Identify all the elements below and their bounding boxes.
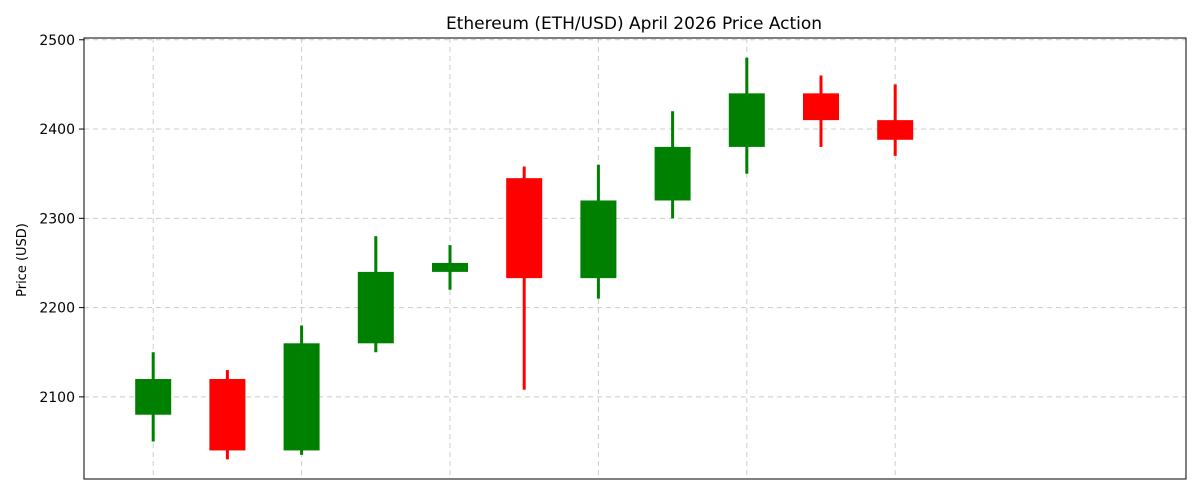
- candle-up: [357, 236, 394, 353]
- candle-body: [357, 271, 394, 344]
- candle-down: [803, 75, 839, 147]
- candle-up: [135, 352, 172, 442]
- candle-up: [728, 57, 765, 174]
- chart-title: Ethereum (ETH/USD) April 2026 Price Acti…: [446, 14, 822, 34]
- candle-body: [728, 93, 765, 147]
- candle-down: [877, 84, 914, 156]
- candle-body: [283, 343, 320, 451]
- y-tick-label: 2500: [39, 33, 75, 49]
- y-axis-label: Price (USD): [15, 223, 30, 297]
- candle-up: [654, 111, 691, 219]
- grid-lines: [84, 38, 1186, 479]
- candle-up: [580, 164, 617, 299]
- candle-down: [506, 166, 543, 390]
- candle-body: [803, 93, 839, 121]
- y-tick-label: 2100: [39, 390, 75, 406]
- candle-body: [877, 120, 914, 140]
- candle-up: [432, 245, 468, 290]
- candle-body: [135, 379, 172, 415]
- candle-body: [209, 379, 246, 451]
- candle-body: [580, 200, 617, 279]
- candle-body: [654, 146, 691, 201]
- y-tick-label: 2400: [39, 122, 75, 138]
- y-tick-label: 2300: [39, 211, 75, 227]
- candles: [135, 57, 914, 460]
- plot-frame: [83, 37, 1187, 480]
- candle-up: [283, 325, 320, 455]
- candle-down: [209, 370, 246, 460]
- y-tick-label: 2200: [39, 301, 75, 317]
- candle-body: [506, 178, 543, 279]
- y-axis-ticks: 2100 2200 2300 2400 2500: [39, 33, 84, 406]
- candle-body: [432, 262, 468, 272]
